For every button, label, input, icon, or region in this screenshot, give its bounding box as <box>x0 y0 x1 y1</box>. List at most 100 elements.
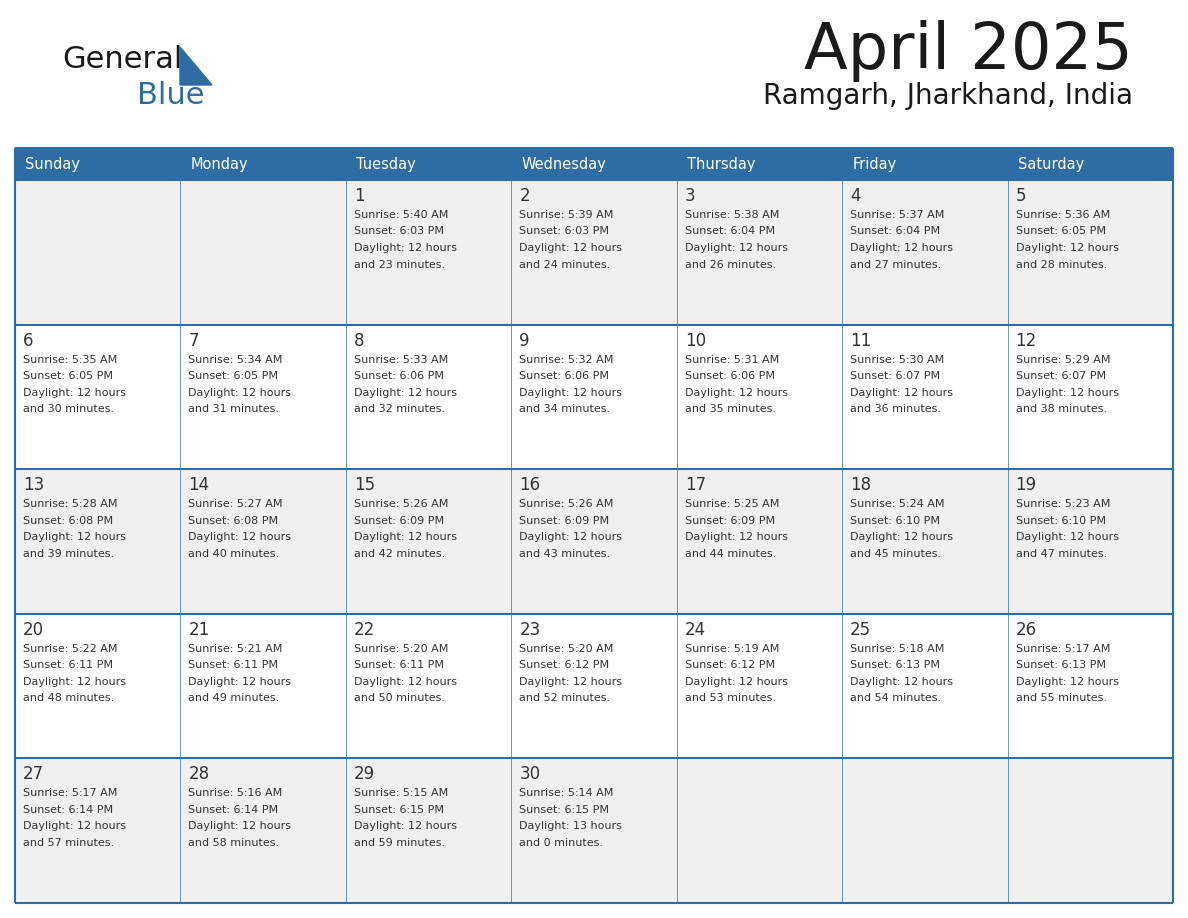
Text: 16: 16 <box>519 476 541 494</box>
Text: and 55 minutes.: and 55 minutes. <box>1016 693 1106 703</box>
Text: Sunset: 6:10 PM: Sunset: 6:10 PM <box>851 516 940 526</box>
Text: Daylight: 13 hours: Daylight: 13 hours <box>519 822 623 832</box>
Text: and 53 minutes.: and 53 minutes. <box>684 693 776 703</box>
Text: Sunset: 6:03 PM: Sunset: 6:03 PM <box>519 227 609 237</box>
Bar <box>346 469 511 614</box>
Text: Daylight: 12 hours: Daylight: 12 hours <box>519 532 623 543</box>
Text: Daylight: 12 hours: Daylight: 12 hours <box>851 677 953 687</box>
Text: Sunset: 6:12 PM: Sunset: 6:12 PM <box>519 660 609 670</box>
Text: Sunset: 6:07 PM: Sunset: 6:07 PM <box>851 371 940 381</box>
Text: Sunrise: 5:38 AM: Sunrise: 5:38 AM <box>684 210 779 220</box>
Text: and 0 minutes.: and 0 minutes. <box>519 838 604 848</box>
Text: Daylight: 12 hours: Daylight: 12 hours <box>851 243 953 253</box>
Text: 23: 23 <box>519 621 541 639</box>
Bar <box>181 180 346 325</box>
Text: Saturday: Saturday <box>1018 156 1083 172</box>
Text: and 31 minutes.: and 31 minutes. <box>189 404 279 414</box>
Bar <box>1007 758 1173 903</box>
Text: Daylight: 12 hours: Daylight: 12 hours <box>519 387 623 397</box>
Text: Sunset: 6:05 PM: Sunset: 6:05 PM <box>1016 227 1106 237</box>
Text: Tuesday: Tuesday <box>356 156 416 172</box>
Text: 17: 17 <box>684 476 706 494</box>
Text: Sunset: 6:06 PM: Sunset: 6:06 PM <box>354 371 444 381</box>
Bar <box>511 614 677 758</box>
Text: 18: 18 <box>851 476 871 494</box>
Text: Daylight: 12 hours: Daylight: 12 hours <box>354 387 457 397</box>
Bar <box>346 758 511 903</box>
Polygon shape <box>181 47 211 85</box>
Text: and 32 minutes.: and 32 minutes. <box>354 404 446 414</box>
Text: 6: 6 <box>23 331 33 350</box>
Text: Sunset: 6:06 PM: Sunset: 6:06 PM <box>519 371 609 381</box>
Text: Sunrise: 5:15 AM: Sunrise: 5:15 AM <box>354 789 448 799</box>
Text: and 44 minutes.: and 44 minutes. <box>684 549 776 559</box>
Bar <box>677 180 842 325</box>
Text: Sunrise: 5:35 AM: Sunrise: 5:35 AM <box>23 354 118 364</box>
Text: Sunset: 6:11 PM: Sunset: 6:11 PM <box>189 660 278 670</box>
Text: Sunrise: 5:31 AM: Sunrise: 5:31 AM <box>684 354 779 364</box>
Text: and 54 minutes.: and 54 minutes. <box>851 693 941 703</box>
Text: 3: 3 <box>684 187 695 205</box>
Text: Sunset: 6:09 PM: Sunset: 6:09 PM <box>519 516 609 526</box>
Text: Daylight: 12 hours: Daylight: 12 hours <box>519 677 623 687</box>
Text: Daylight: 12 hours: Daylight: 12 hours <box>519 243 623 253</box>
Bar <box>181 758 346 903</box>
Text: Daylight: 12 hours: Daylight: 12 hours <box>189 532 291 543</box>
Text: Blue: Blue <box>137 81 204 110</box>
Text: Sunrise: 5:19 AM: Sunrise: 5:19 AM <box>684 644 779 654</box>
Text: Sunset: 6:09 PM: Sunset: 6:09 PM <box>354 516 444 526</box>
Text: Daylight: 12 hours: Daylight: 12 hours <box>189 387 291 397</box>
Bar <box>346 148 511 180</box>
Text: Sunset: 6:11 PM: Sunset: 6:11 PM <box>23 660 113 670</box>
Text: Daylight: 12 hours: Daylight: 12 hours <box>851 387 953 397</box>
Text: Sunset: 6:08 PM: Sunset: 6:08 PM <box>189 516 278 526</box>
Bar <box>15 325 181 469</box>
Text: Sunrise: 5:26 AM: Sunrise: 5:26 AM <box>519 499 614 509</box>
Text: and 39 minutes.: and 39 minutes. <box>23 549 114 559</box>
Text: Sunset: 6:14 PM: Sunset: 6:14 PM <box>189 805 278 815</box>
Bar <box>181 325 346 469</box>
Text: Daylight: 12 hours: Daylight: 12 hours <box>684 387 788 397</box>
Text: 9: 9 <box>519 331 530 350</box>
Text: and 48 minutes.: and 48 minutes. <box>23 693 114 703</box>
Text: Sunset: 6:05 PM: Sunset: 6:05 PM <box>189 371 278 381</box>
Text: 10: 10 <box>684 331 706 350</box>
Text: Daylight: 12 hours: Daylight: 12 hours <box>189 822 291 832</box>
Text: Sunrise: 5:16 AM: Sunrise: 5:16 AM <box>189 789 283 799</box>
Bar <box>15 614 181 758</box>
Text: 25: 25 <box>851 621 871 639</box>
Bar <box>15 758 181 903</box>
Text: Daylight: 12 hours: Daylight: 12 hours <box>851 532 953 543</box>
Bar <box>1007 469 1173 614</box>
Text: 13: 13 <box>23 476 44 494</box>
Text: 14: 14 <box>189 476 209 494</box>
Text: Sunrise: 5:21 AM: Sunrise: 5:21 AM <box>189 644 283 654</box>
Bar <box>842 469 1007 614</box>
Text: Ramgarh, Jharkhand, India: Ramgarh, Jharkhand, India <box>763 82 1133 110</box>
Text: Sunset: 6:15 PM: Sunset: 6:15 PM <box>519 805 609 815</box>
Text: 1: 1 <box>354 187 365 205</box>
Text: Daylight: 12 hours: Daylight: 12 hours <box>684 677 788 687</box>
Text: Sunrise: 5:23 AM: Sunrise: 5:23 AM <box>1016 499 1110 509</box>
Text: 11: 11 <box>851 331 871 350</box>
Bar <box>842 758 1007 903</box>
Text: Sunrise: 5:34 AM: Sunrise: 5:34 AM <box>189 354 283 364</box>
Bar <box>15 180 181 325</box>
Text: and 43 minutes.: and 43 minutes. <box>519 549 611 559</box>
Text: and 34 minutes.: and 34 minutes. <box>519 404 611 414</box>
Text: Daylight: 12 hours: Daylight: 12 hours <box>1016 243 1119 253</box>
Text: Thursday: Thursday <box>687 156 756 172</box>
Text: and 28 minutes.: and 28 minutes. <box>1016 260 1107 270</box>
Text: Sunset: 6:13 PM: Sunset: 6:13 PM <box>851 660 940 670</box>
Text: Sunset: 6:04 PM: Sunset: 6:04 PM <box>851 227 940 237</box>
Text: 15: 15 <box>354 476 375 494</box>
Bar <box>1007 148 1173 180</box>
Text: Sunrise: 5:24 AM: Sunrise: 5:24 AM <box>851 499 944 509</box>
Text: Daylight: 12 hours: Daylight: 12 hours <box>1016 387 1119 397</box>
Bar <box>511 148 677 180</box>
Text: and 45 minutes.: and 45 minutes. <box>851 549 941 559</box>
Text: and 26 minutes.: and 26 minutes. <box>684 260 776 270</box>
Text: and 27 minutes.: and 27 minutes. <box>851 260 941 270</box>
Text: Daylight: 12 hours: Daylight: 12 hours <box>684 532 788 543</box>
Bar <box>842 148 1007 180</box>
